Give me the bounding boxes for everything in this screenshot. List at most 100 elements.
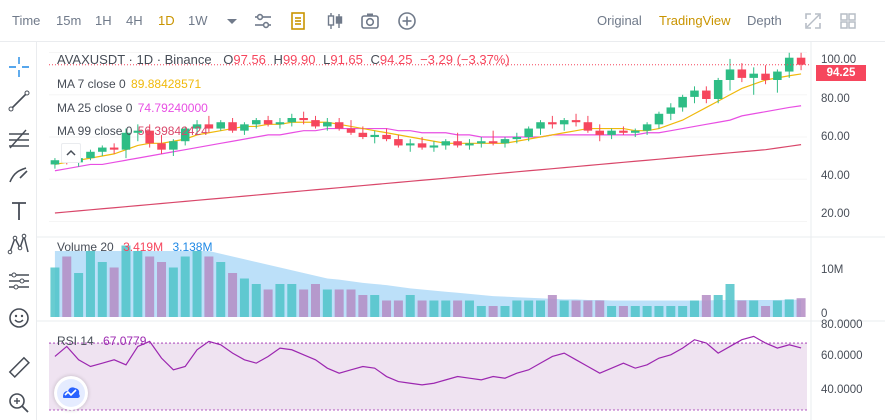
volume-bar bbox=[74, 273, 84, 317]
volume-bar bbox=[157, 262, 167, 317]
candle-body bbox=[429, 145, 439, 148]
rsi-value: 67.0779 bbox=[103, 334, 147, 348]
volume-bar bbox=[192, 251, 202, 317]
volume-bar bbox=[322, 289, 332, 317]
ruler-icon[interactable] bbox=[6, 354, 32, 380]
chart-area[interactable]: AVAXUSDT · 1D · Binance O97.56 H99.90 L9… bbox=[37, 42, 885, 420]
grid-layout-icon[interactable] bbox=[838, 11, 858, 31]
candle-body bbox=[121, 132, 131, 150]
candle-body bbox=[216, 122, 225, 129]
candle-body bbox=[571, 120, 581, 123]
volume-ma-value: 3.138M bbox=[172, 240, 213, 254]
candle-body bbox=[287, 118, 297, 123]
high-value: 99.90 bbox=[282, 52, 316, 67]
volume-bar bbox=[263, 289, 273, 317]
volume-bar bbox=[536, 300, 546, 317]
pattern-tool-icon[interactable] bbox=[6, 232, 32, 258]
collapse-legend-button[interactable] bbox=[61, 143, 81, 163]
interval-1w[interactable]: 1W bbox=[188, 13, 208, 28]
brush-icon[interactable] bbox=[6, 162, 32, 188]
candle-body bbox=[441, 141, 451, 146]
chevron-down-icon[interactable] bbox=[222, 11, 242, 31]
tab-depth[interactable]: Depth bbox=[747, 13, 782, 28]
fullscreen-icon[interactable] bbox=[803, 11, 823, 31]
indicator-settings-icon[interactable] bbox=[253, 11, 273, 31]
volume-bar bbox=[275, 284, 285, 317]
ma25-label: MA 25 close 0 bbox=[57, 101, 133, 115]
tab-tradingview[interactable]: TradingView bbox=[659, 13, 731, 28]
chart-toolbar: Time 15m 1H 4H 1D 1W Original TradingVie… bbox=[0, 0, 885, 42]
high-label: H bbox=[273, 52, 283, 67]
volume-bar bbox=[524, 300, 534, 317]
camera-icon[interactable] bbox=[360, 11, 380, 31]
interval-1d[interactable]: 1D bbox=[158, 13, 175, 28]
candle-body bbox=[488, 141, 498, 144]
tradingview-logo[interactable] bbox=[54, 376, 88, 410]
ma25-legend: MA 25 close 0 74.79240000 bbox=[57, 101, 208, 115]
volume-bar bbox=[393, 300, 403, 317]
volume-label: Volume 20 bbox=[57, 240, 114, 254]
document-icon[interactable] bbox=[288, 11, 308, 31]
symbol-label: AVAXUSDT · 1D · Binance bbox=[57, 52, 212, 67]
volume-bar bbox=[121, 245, 131, 317]
fib-retracement-icon[interactable] bbox=[6, 126, 32, 152]
candle-body bbox=[690, 90, 699, 97]
candle-body bbox=[678, 96, 687, 108]
interval-1h[interactable]: 1H bbox=[95, 13, 112, 28]
volume-bar bbox=[654, 306, 664, 317]
candle-body bbox=[512, 137, 522, 140]
volume-bar bbox=[488, 306, 498, 317]
candle-body bbox=[536, 122, 545, 129]
volume-bar bbox=[678, 306, 688, 317]
rsi-legend: RSI 14 67.0779 bbox=[57, 334, 146, 348]
price-axis-label: 20.00 bbox=[821, 208, 850, 220]
candle-body bbox=[713, 80, 723, 99]
volume-bar bbox=[299, 289, 309, 317]
price-chart-canvas[interactable] bbox=[37, 42, 885, 420]
emoji-icon[interactable] bbox=[6, 305, 32, 331]
volume-bar bbox=[251, 284, 261, 317]
candlestick-icon[interactable] bbox=[325, 11, 345, 31]
volume-bar bbox=[310, 284, 320, 317]
trend-line-icon[interactable] bbox=[6, 88, 32, 114]
candle-body bbox=[192, 124, 202, 129]
candle-body bbox=[607, 130, 616, 135]
candle-body bbox=[240, 124, 249, 131]
rsi-line bbox=[54, 335, 802, 386]
candle-body bbox=[358, 132, 368, 137]
prediction-tool-icon[interactable] bbox=[6, 268, 32, 294]
interval-15m[interactable]: 15m bbox=[56, 13, 82, 28]
price-axis-label: 100.00 bbox=[821, 54, 857, 66]
volume-bar bbox=[547, 295, 557, 317]
volume-bar bbox=[370, 295, 380, 317]
tab-original[interactable]: Original bbox=[597, 13, 642, 28]
candle-body bbox=[169, 141, 178, 150]
candle-body bbox=[133, 130, 143, 133]
close-value: 94.25 bbox=[379, 52, 413, 67]
volume-value: 3.419M bbox=[123, 240, 164, 254]
volume-bar bbox=[50, 267, 60, 317]
volume-bar bbox=[500, 306, 510, 317]
candle-body bbox=[796, 57, 806, 65]
volume-bar bbox=[595, 300, 605, 317]
volume-bar bbox=[453, 300, 463, 317]
interval-4h[interactable]: 4H bbox=[126, 13, 143, 28]
volume-bar bbox=[382, 300, 392, 317]
volume-axis-label: 0 bbox=[821, 308, 828, 320]
add-indicator-icon[interactable] bbox=[397, 11, 417, 31]
candle-body bbox=[252, 120, 261, 125]
candle-body bbox=[737, 69, 747, 78]
volume-bar bbox=[405, 295, 415, 317]
volume-bar bbox=[737, 300, 747, 317]
crosshair-icon[interactable] bbox=[6, 54, 32, 80]
time-label[interactable]: Time bbox=[12, 13, 41, 28]
zoom-in-icon[interactable] bbox=[6, 390, 32, 416]
volume-bar bbox=[772, 300, 782, 317]
volume-bar bbox=[145, 256, 155, 317]
candle-body bbox=[595, 130, 604, 135]
candle-body bbox=[631, 130, 640, 133]
text-tool-icon[interactable] bbox=[6, 198, 32, 224]
volume-bar bbox=[666, 306, 676, 317]
volume-bar bbox=[630, 306, 640, 317]
volume-bar bbox=[204, 256, 214, 317]
